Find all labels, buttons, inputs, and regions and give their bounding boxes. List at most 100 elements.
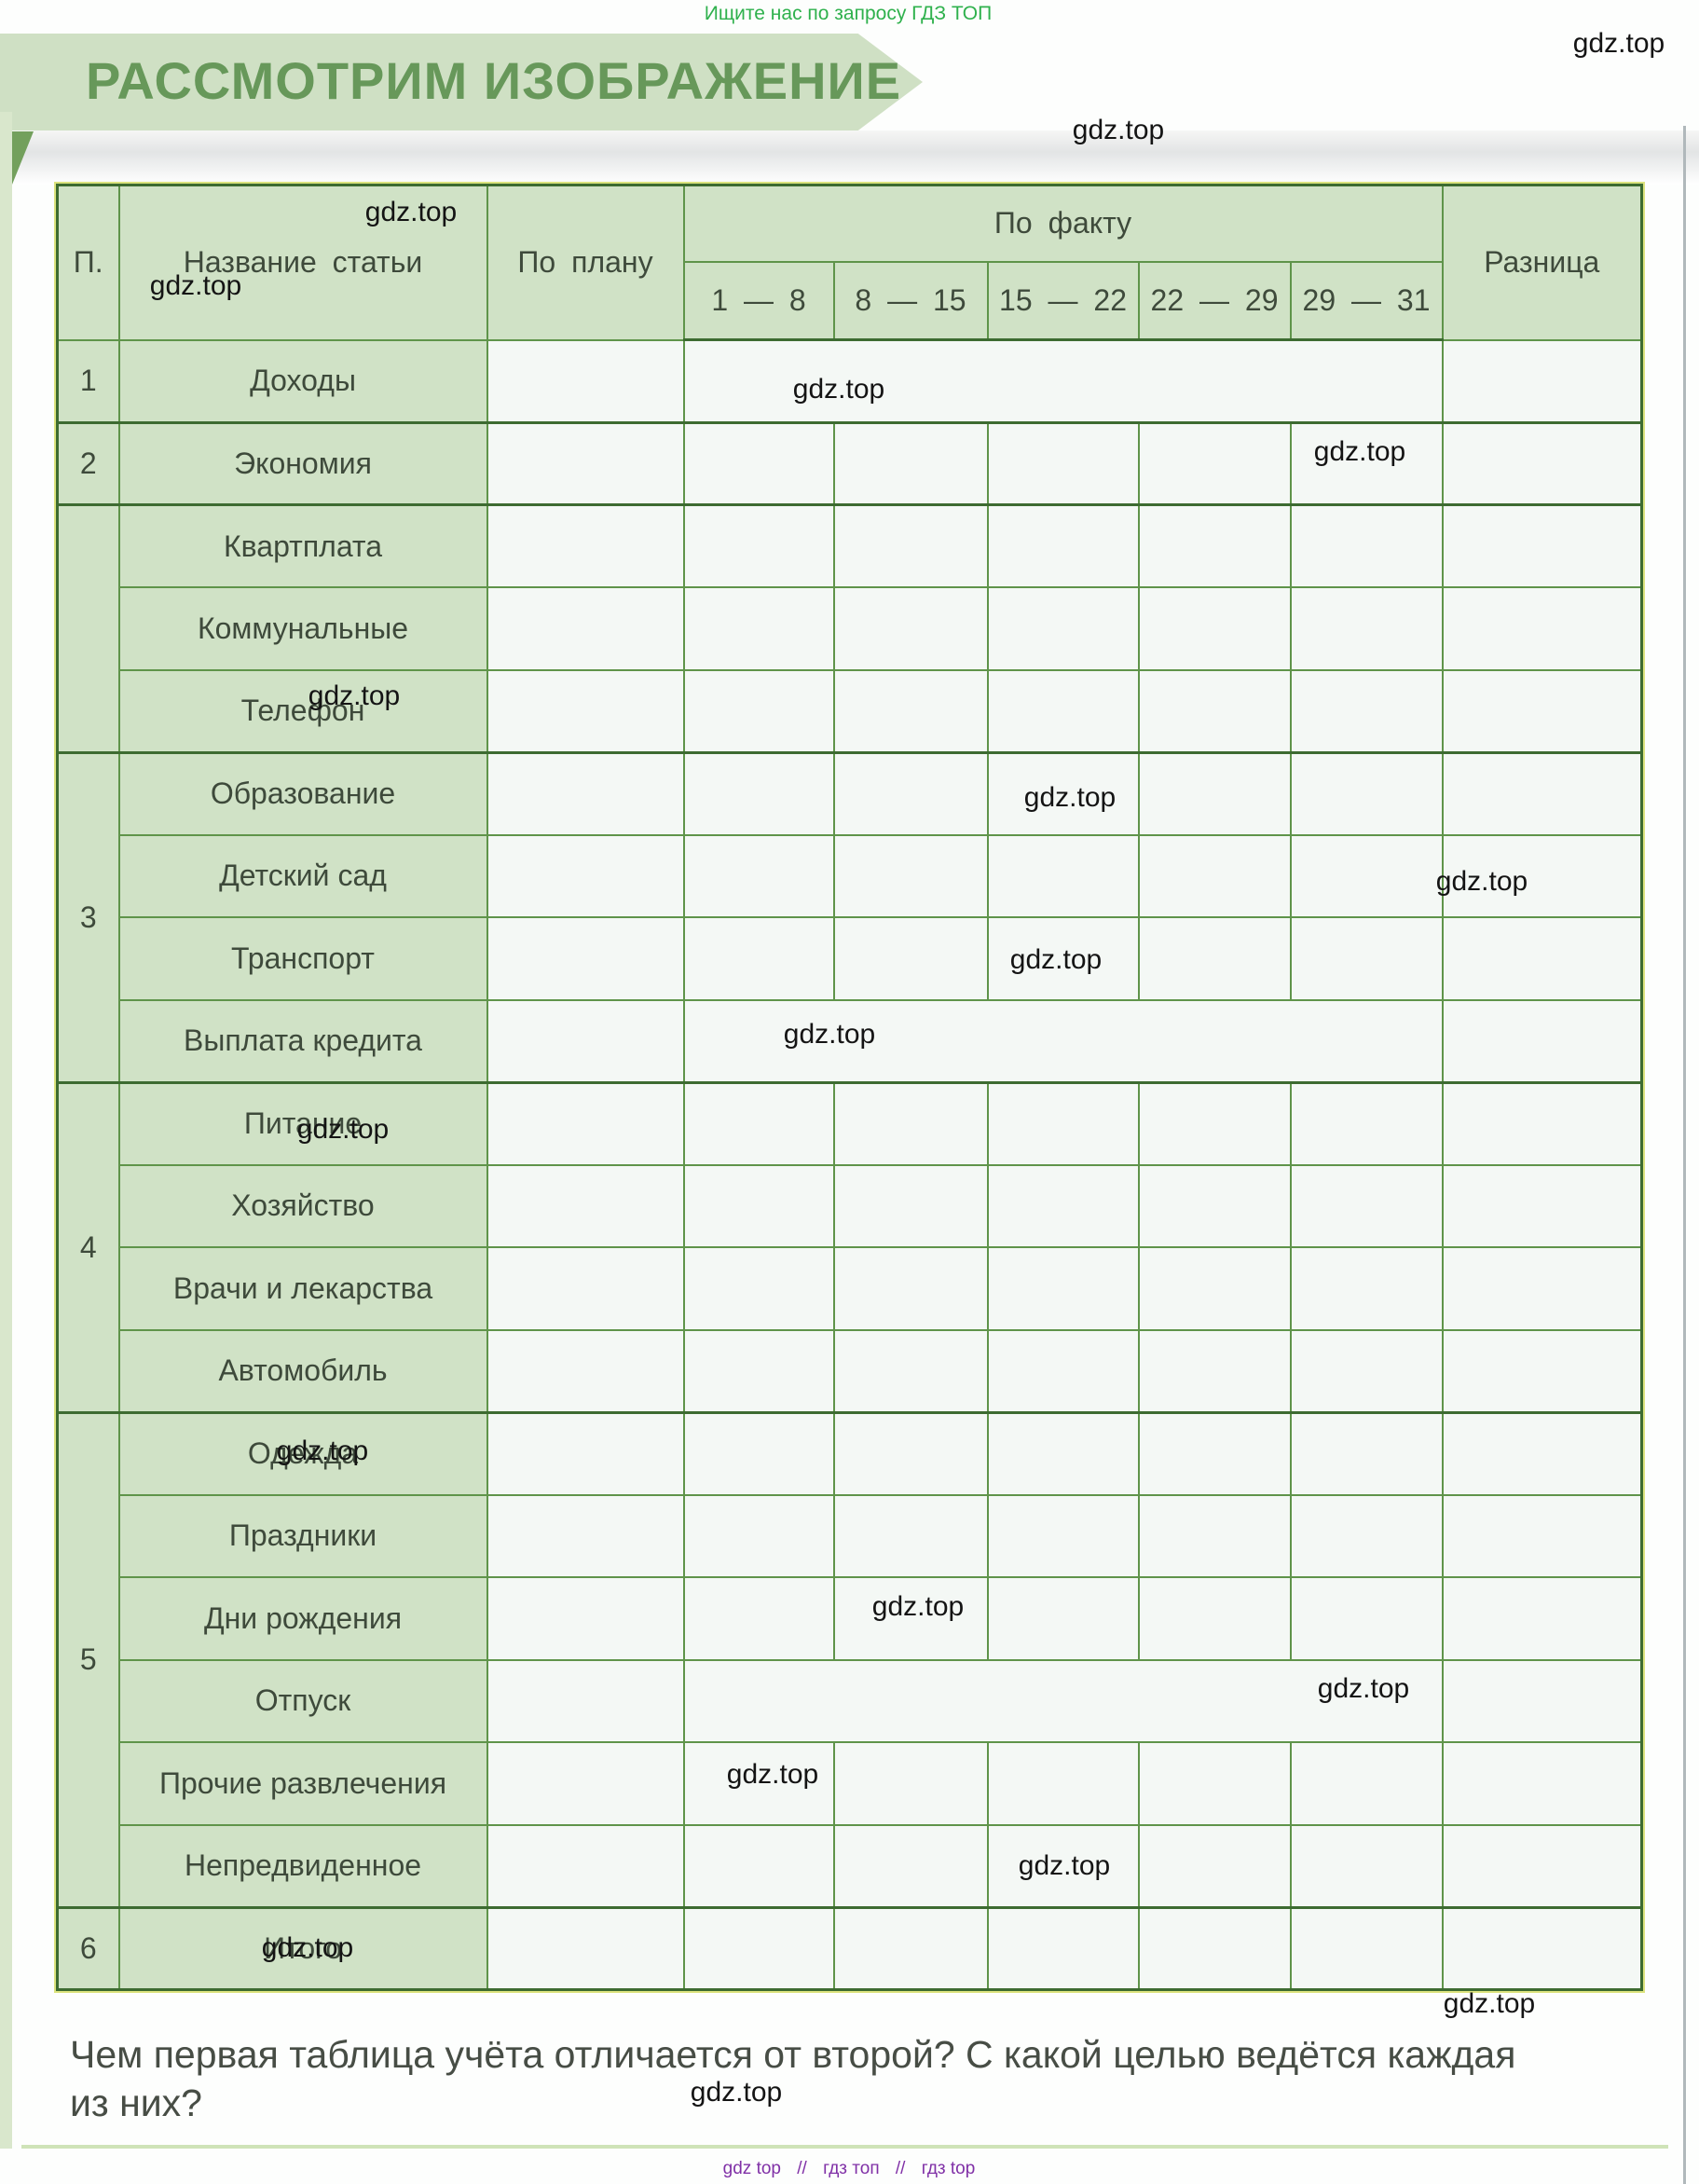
fact-cell — [986, 1741, 1140, 1826]
diff-cell — [1441, 1328, 1643, 1413]
watermark: gdz.top — [1023, 782, 1117, 813]
group-number-cell — [56, 503, 120, 753]
diff-cell — [1441, 1576, 1643, 1661]
watermark: gdz.top — [1572, 28, 1665, 59]
table-row: Квартплата — [56, 503, 1643, 753]
fact-cell — [1289, 586, 1444, 671]
diff-cell — [1441, 1493, 1643, 1578]
row-label: Одежда — [117, 1410, 488, 1496]
table-row: Врачи и лекарства — [58, 1246, 1643, 1331]
diff-cell — [1441, 916, 1643, 1001]
row-label: Дни рождения — [117, 1576, 488, 1661]
watermark: gdz.top — [276, 1435, 369, 1466]
col-header-period-5: 29 — 31 — [1289, 260, 1444, 341]
fact-cell — [832, 668, 989, 753]
plan-cell — [486, 1576, 685, 1661]
fact-cell — [1137, 1163, 1292, 1248]
diff-cell — [1441, 1741, 1643, 1826]
row-label: Выплата кредита — [117, 998, 488, 1083]
watermark: gdz.top — [1009, 944, 1103, 975]
watermark: gdz.top — [296, 1114, 390, 1145]
plan-cell — [486, 833, 685, 918]
footer-link-1[interactable]: gdz top — [722, 2159, 781, 2178]
table-row: 5 Одежда — [56, 1410, 1643, 1908]
watermark: gdz.top — [1072, 115, 1165, 145]
col-header-period-2: 8 — 15 — [832, 260, 989, 341]
page-bottom-edge — [21, 2145, 1668, 2149]
diff-cell — [1441, 1163, 1643, 1248]
footer-link-2[interactable]: гдз топ — [823, 2159, 880, 2178]
question-text-line2: из них? — [70, 2081, 202, 2124]
table-row: 1 Доходы — [56, 338, 1643, 423]
fact-cell — [832, 916, 989, 1001]
plan-cell — [486, 1741, 685, 1826]
fact-cell — [1137, 750, 1292, 836]
col-header-period-1: 1 — 8 — [682, 260, 835, 341]
plan-cell — [486, 1163, 685, 1248]
row-label: Экономия — [117, 420, 488, 506]
diff-cell — [1441, 1658, 1643, 1743]
fact-cell — [1289, 1576, 1444, 1661]
table-row: Телефон — [58, 668, 1643, 753]
row-label: Автомобиль — [117, 1328, 488, 1413]
group-number-cell: 6 — [56, 1905, 120, 1991]
diff-cell — [1441, 668, 1643, 753]
watermark: gdz.top — [783, 1019, 876, 1050]
table-row: Праздники — [58, 1493, 1643, 1578]
fact-cell — [1289, 1410, 1444, 1496]
table-row: Дни рождения — [58, 1576, 1643, 1661]
fact-cell — [832, 503, 989, 588]
group-number-cell: 4 — [56, 1080, 120, 1413]
fact-cell — [832, 1080, 989, 1166]
footer-separator: // — [797, 2159, 807, 2178]
row-label: Врачи и лекарства — [117, 1246, 488, 1331]
group-number-cell: 5 — [56, 1410, 120, 1908]
scan-shadow-strip — [0, 130, 1699, 185]
row-label: Непредвиденное — [117, 1823, 488, 1908]
plan-cell — [486, 1905, 685, 1991]
group-number-cell: 2 — [56, 420, 120, 506]
page-edge-left — [0, 112, 12, 2149]
fact-cell — [832, 1493, 989, 1578]
fact-cell — [682, 1493, 835, 1578]
fact-cell-merged — [682, 1658, 1444, 1743]
fact-cell — [1289, 833, 1444, 918]
fact-cell — [986, 1163, 1140, 1248]
table-row: Автомобиль — [58, 1328, 1643, 1413]
fact-cell — [986, 586, 1140, 671]
row-label: Хозяйство — [117, 1163, 488, 1248]
fact-cell — [682, 1080, 835, 1166]
fact-cell — [1289, 750, 1444, 836]
watermark: gdz.top — [1435, 866, 1528, 897]
fact-cell — [1137, 1576, 1292, 1661]
fact-cell — [832, 750, 989, 836]
fact-cell — [682, 420, 835, 506]
fact-cell — [832, 420, 989, 506]
fact-cell — [1137, 1246, 1292, 1331]
fact-cell — [832, 1823, 989, 1908]
diff-cell — [1441, 338, 1643, 423]
fact-cell — [682, 1741, 835, 1826]
plan-cell — [486, 338, 685, 423]
plan-cell — [486, 998, 685, 1083]
col-header-fact: По факту — [682, 184, 1444, 263]
table-row: Прочие развлечения — [58, 1741, 1643, 1826]
plan-cell — [486, 668, 685, 753]
section-banner: РАССМОТРИМ ИЗОБРАЖЕНИЕ — [0, 34, 923, 130]
diff-cell — [1441, 833, 1643, 918]
table-row: Выплата кредита — [58, 998, 1643, 1083]
fact-cell — [1289, 1493, 1444, 1578]
footer-link-3[interactable]: гдз top — [921, 2159, 976, 2178]
fact-cell — [682, 1410, 835, 1496]
fact-cell — [986, 420, 1140, 506]
fact-cell — [986, 916, 1140, 1001]
table-row: Коммунальные — [58, 586, 1643, 671]
plan-cell — [486, 420, 685, 506]
plan-cell — [486, 586, 685, 671]
watermark: gdz.top — [726, 1759, 819, 1790]
fact-cell — [1137, 1328, 1292, 1413]
fact-cell — [832, 1246, 989, 1331]
fact-cell — [682, 1246, 835, 1331]
group-number-cell: 1 — [56, 338, 120, 423]
